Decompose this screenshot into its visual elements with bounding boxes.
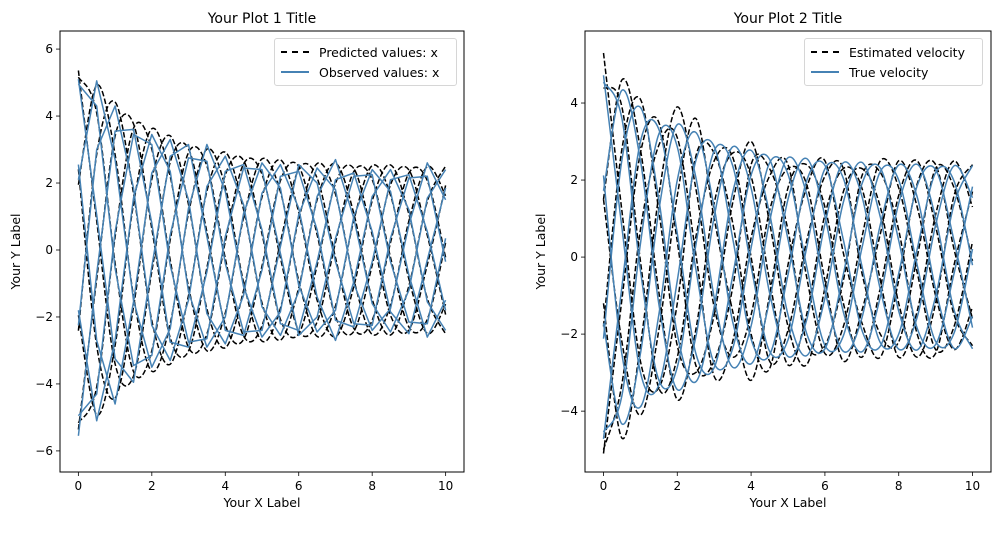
- legend-label: Observed values: x: [319, 64, 440, 80]
- x-tick-label: 2: [148, 479, 156, 493]
- axes-frame: [59, 30, 465, 473]
- y-tick-label: 2: [570, 173, 578, 187]
- solid-series-line-8: [602, 81, 974, 390]
- dashed-series-line-6: [77, 100, 447, 366]
- dashed-series-line-3: [77, 127, 447, 416]
- x-tick-label: 10: [438, 479, 453, 493]
- solid-series-line-1: [602, 75, 974, 396]
- x-tick-label: 2: [673, 479, 681, 493]
- y-tick-label: 0: [570, 250, 578, 264]
- x-axis-label: Your X Label: [223, 495, 301, 510]
- x-tick-label: 4: [747, 479, 755, 493]
- x-tick-label: 0: [75, 479, 83, 493]
- legend-entry-observed: Observed values: x: [281, 62, 450, 82]
- solid-series-line-6: [602, 105, 974, 384]
- solid-series-line-7: [77, 80, 447, 368]
- y-tick-label: −2: [35, 310, 53, 324]
- solid-series-line-4: [602, 124, 974, 433]
- solid-series-line-3: [602, 123, 974, 425]
- legend-label: True velocity: [849, 64, 929, 80]
- y-tick-label: −6: [35, 444, 53, 458]
- dashed-series-line-7: [602, 78, 974, 401]
- y-axis-label: Your Y Label: [533, 214, 548, 291]
- solid-line-swatch: [281, 71, 309, 73]
- x-tick-label: 4: [221, 479, 229, 493]
- solid-series-line-7: [602, 89, 974, 391]
- legend-plot-2: Estimated velocity True velocity: [804, 38, 983, 86]
- legend-plot-1: Predicted values: x Observed values: x: [274, 38, 457, 86]
- plot-1: 0 2 4 6 8 10 −6 −4 −2 0 2 4 6 Your Plot 1 Title Your X…: [8, 11, 465, 510]
- solid-series-line-5: [77, 128, 447, 436]
- legend-entry-estimated: Estimated velocity: [811, 42, 976, 62]
- dashed-series-line-2: [602, 117, 974, 416]
- dashed-line-swatch: [811, 51, 839, 53]
- legend-label: Estimated velocity: [849, 44, 965, 60]
- y-tick-label: 0: [45, 243, 53, 257]
- x-tick-label: 6: [821, 479, 829, 493]
- solid-series-line-4: [77, 133, 447, 417]
- plot-title: Your Plot 2 Title: [733, 11, 843, 27]
- x-axis-label: Your X Label: [749, 495, 827, 510]
- dashed-series-line-4: [602, 127, 974, 450]
- dashed-series-line-7: [77, 84, 447, 373]
- y-axis-label: Your Y Label: [8, 214, 23, 291]
- dashed-series-line-2: [77, 134, 447, 400]
- y-tick-label: 4: [45, 109, 53, 123]
- dashed-line-swatch: [281, 51, 309, 53]
- series-group: [77, 70, 447, 436]
- x-tick-label: 10: [965, 479, 980, 493]
- y-tick-label: −4: [560, 404, 578, 418]
- x-tick-label: 8: [368, 479, 376, 493]
- x-tick-label: 0: [600, 479, 608, 493]
- legend-entry-predicted: Predicted values: x: [281, 42, 450, 62]
- y-tick-label: −4: [35, 377, 53, 391]
- plot-title: Your Plot 1 Title: [207, 11, 317, 27]
- solid-series-line-3: [77, 133, 447, 422]
- y-tick-label: −2: [560, 327, 578, 341]
- plot-2: 0 2 4 6 8 10 −4 −2 0 2 4 Your Plot 2 Title Your X La…: [533, 11, 992, 510]
- solid-series-line-5: [602, 118, 974, 439]
- series-group: [602, 52, 974, 454]
- y-tick-label: 2: [45, 176, 53, 190]
- solid-series-line-6: [77, 105, 447, 362]
- solid-series-line-1: [77, 79, 447, 384]
- legend-label: Predicted values: x: [319, 44, 438, 60]
- x-tick-label: 8: [895, 479, 903, 493]
- x-tick-label: 6: [295, 479, 303, 493]
- solid-series-line-8: [77, 83, 447, 367]
- y-tick-label: 6: [45, 42, 53, 56]
- legend-entry-true: True velocity: [811, 62, 976, 82]
- y-tick-label: 4: [570, 96, 578, 110]
- solid-series-line-2: [77, 138, 447, 405]
- solid-line-swatch: [811, 71, 839, 73]
- axes-frame: [584, 30, 992, 473]
